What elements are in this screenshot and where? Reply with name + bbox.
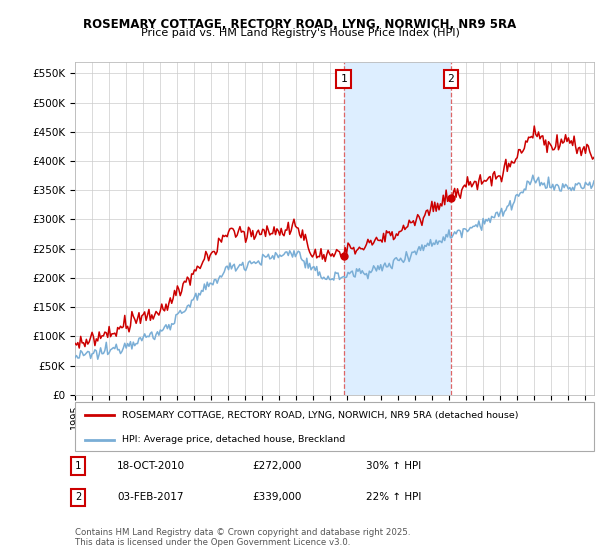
Text: 03-FEB-2017: 03-FEB-2017 (117, 492, 184, 502)
Text: HPI: Average price, detached house, Breckland: HPI: Average price, detached house, Brec… (122, 436, 345, 445)
Text: 30% ↑ HPI: 30% ↑ HPI (366, 461, 421, 471)
Text: ROSEMARY COTTAGE, RECTORY ROAD, LYNG, NORWICH, NR9 5RA (detached house): ROSEMARY COTTAGE, RECTORY ROAD, LYNG, NO… (122, 411, 518, 420)
Text: 2: 2 (448, 74, 454, 84)
Text: 2: 2 (75, 492, 81, 502)
Text: £339,000: £339,000 (252, 492, 301, 502)
Text: ROSEMARY COTTAGE, RECTORY ROAD, LYNG, NORWICH, NR9 5RA: ROSEMARY COTTAGE, RECTORY ROAD, LYNG, NO… (83, 18, 517, 31)
Text: 18-OCT-2010: 18-OCT-2010 (117, 461, 185, 471)
Text: £272,000: £272,000 (252, 461, 301, 471)
Bar (344, 62, 451, 395)
Text: 1: 1 (75, 461, 81, 471)
Text: Contains HM Land Registry data © Crown copyright and database right 2025.
This d: Contains HM Land Registry data © Crown c… (75, 528, 410, 547)
Text: 22% ↑ HPI: 22% ↑ HPI (366, 492, 421, 502)
Text: Price paid vs. HM Land Registry's House Price Index (HPI): Price paid vs. HM Land Registry's House … (140, 28, 460, 38)
Text: 1: 1 (340, 74, 347, 84)
FancyBboxPatch shape (75, 402, 594, 451)
